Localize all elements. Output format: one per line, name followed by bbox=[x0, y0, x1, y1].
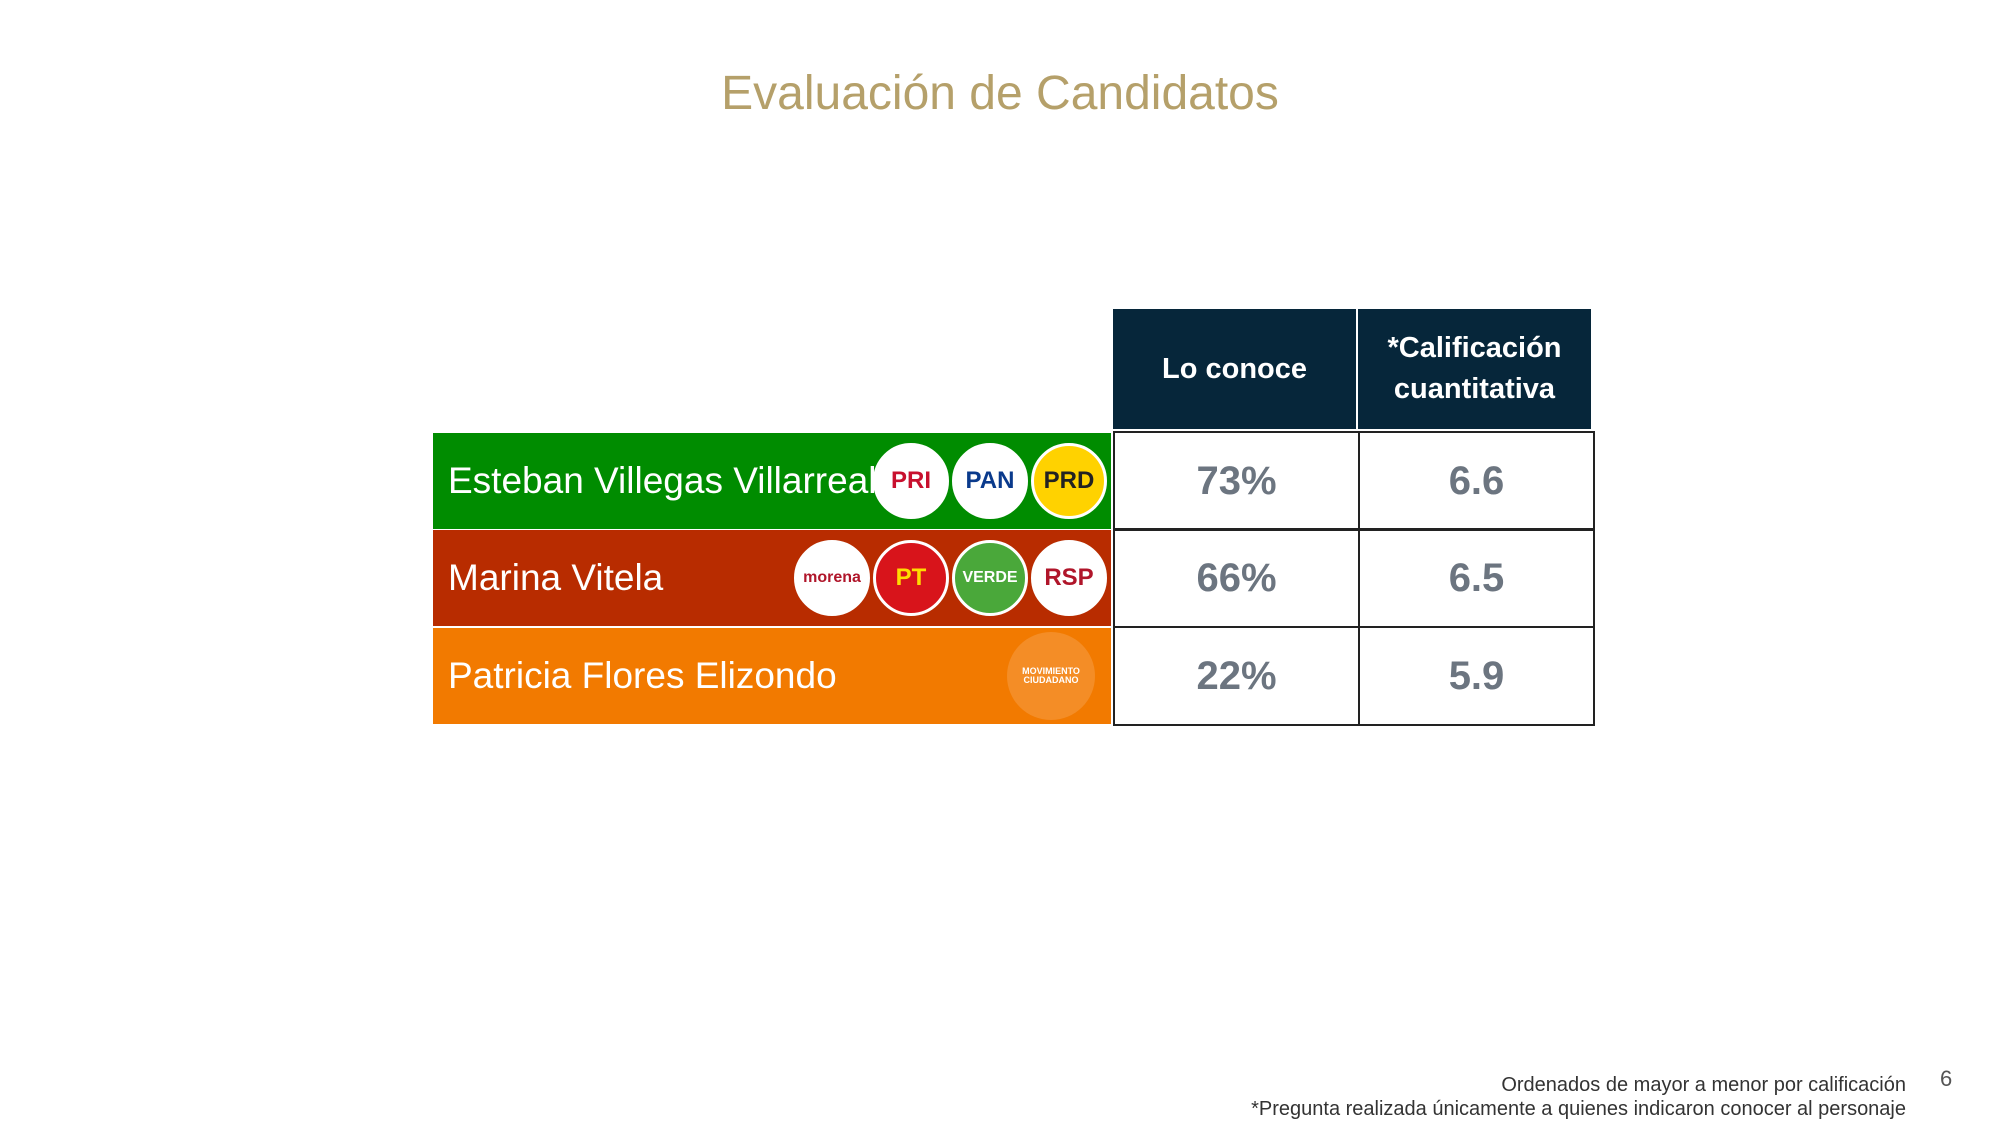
candidate-row: Esteban Villegas Villarreal PRI PAN PRD bbox=[433, 433, 1111, 529]
party-logo: PRI bbox=[873, 443, 949, 519]
value-cell: 5.9 bbox=[1358, 626, 1595, 726]
title: Evaluación de Candidatos bbox=[721, 67, 1279, 120]
value-cell: 73% bbox=[1113, 431, 1360, 531]
party-logos: MOVIMIENTO CIUDADANO bbox=[1007, 628, 1107, 724]
column-header: *Calificación cuantitativa bbox=[1358, 309, 1591, 429]
column-header: Lo conoce bbox=[1113, 309, 1356, 429]
party-logo: MOVIMIENTO CIUDADANO bbox=[1007, 632, 1095, 720]
candidate-name: Patricia Flores Elizondo bbox=[448, 655, 837, 696]
party-logo: VERDE bbox=[952, 540, 1028, 616]
party-logos: morena PT VERDE RSP bbox=[794, 530, 1107, 626]
footnote: Ordenados de mayor a menor por calificac… bbox=[1501, 1074, 1906, 1096]
candidate-row: Patricia Flores Elizondo MOVIMIENTO CIUDA… bbox=[433, 628, 1111, 724]
value-cell: 6.5 bbox=[1358, 528, 1595, 628]
party-logo: PAN bbox=[952, 443, 1028, 519]
party-logos: PRI PAN PRD bbox=[873, 433, 1107, 529]
page-number: 6 bbox=[1940, 1066, 1953, 1091]
party-logo: PT bbox=[873, 540, 949, 616]
value-cell: 22% bbox=[1113, 626, 1360, 726]
value-cell: 66% bbox=[1113, 528, 1360, 628]
party-logo: RSP bbox=[1031, 540, 1107, 616]
party-logo: morena bbox=[794, 540, 870, 616]
value-cell: 6.6 bbox=[1358, 431, 1595, 531]
footnote: *Pregunta realizada únicamente a quienes… bbox=[1251, 1098, 1906, 1120]
candidate-row: Marina Vitela morena PT VERDE RSP bbox=[433, 530, 1111, 626]
candidate-name: Esteban Villegas Villarreal bbox=[448, 460, 877, 501]
candidate-name: Marina Vitela bbox=[448, 557, 664, 598]
party-logo: PRD bbox=[1031, 443, 1107, 519]
